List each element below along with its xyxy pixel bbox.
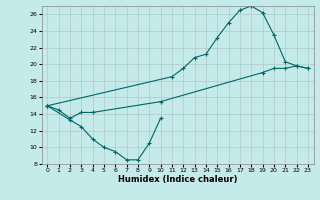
X-axis label: Humidex (Indice chaleur): Humidex (Indice chaleur) — [118, 175, 237, 184]
